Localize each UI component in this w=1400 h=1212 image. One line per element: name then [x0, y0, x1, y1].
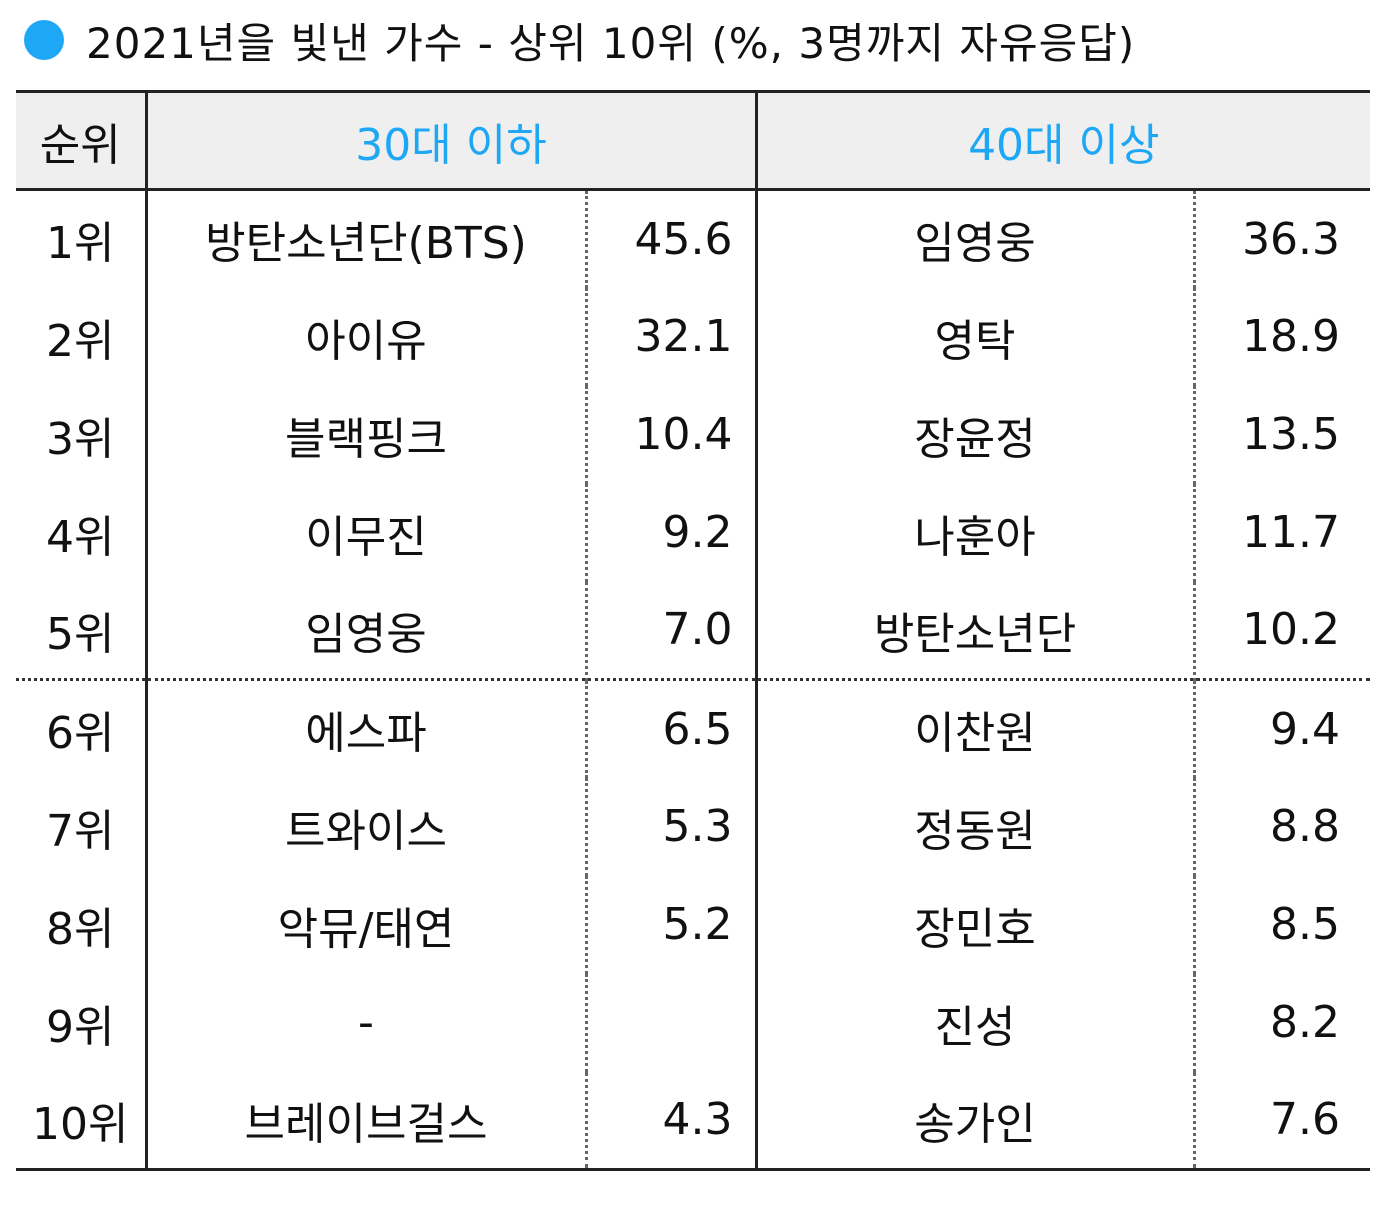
- singer-cell-group1: 임영웅: [305, 608, 427, 660]
- rank-cell: 5위: [16, 581, 148, 680]
- header-group-40s-and-over: 40대 이상: [756, 90, 1371, 191]
- table-row: 3위 블랙핑크 10.4 장윤정 13.5: [16, 385, 1371, 484]
- singer-cell-group2: 정동원: [914, 805, 1036, 857]
- table-row: 4위 이무진 9.2 나훈아 11.7: [16, 483, 1371, 582]
- singer-cell-group2: 진성: [934, 1001, 1016, 1053]
- table-row: 7위 트와이스 5.3 정동원 8.8: [16, 777, 1371, 876]
- percent-cell-group1: 6.5: [584, 678, 758, 778]
- percent-cell-group2: 8.8: [1192, 777, 1371, 876]
- percent-cell-group2: 13.5: [1192, 385, 1371, 484]
- table-row: 6위 에스파 6.5 이찬원 9.4: [16, 678, 1371, 778]
- percent-cell-group1: 10.4: [584, 385, 758, 484]
- singer-cell-group2: 임영웅: [914, 218, 1036, 270]
- percent-cell-group1: [584, 973, 758, 1072]
- header-group-30s-and-under: 30대 이하: [146, 90, 758, 191]
- ranking-table: 순위 30대 이하 40대 이상 1위 방탄소년단(BTS) 45.6 임영웅 …: [16, 90, 1371, 1171]
- percent-cell-group2: 7.6: [1192, 1071, 1371, 1171]
- rank-cell: 9위: [16, 973, 148, 1072]
- header-rank: 순위: [16, 90, 148, 191]
- rank-cell: 4위: [16, 483, 148, 582]
- table-row: 1위 방탄소년단(BTS) 45.6 임영웅 36.3: [16, 189, 1371, 288]
- page-title: 2021년을 빛낸 가수 - 상위 10위 (%, 3명까지 자유응답): [86, 18, 1136, 68]
- rank-cell: 8위: [16, 875, 148, 974]
- singer-cell-group2: 방탄소년단: [873, 608, 1077, 660]
- singer-cell-group2: 장민호: [914, 903, 1036, 955]
- table-row: 10위 브레이브걸스 4.3 송가인 7.6: [16, 1071, 1371, 1171]
- singer-cell-group1: 에스파: [146, 678, 586, 778]
- percent-cell-group2: 9.4: [1192, 678, 1371, 778]
- singer-cell-group1: -: [358, 997, 374, 1048]
- rank-cell: 7위: [16, 777, 148, 876]
- singer-cell-group1: 브레이브걸스: [146, 1071, 586, 1171]
- singer-cell-group2: 나훈아: [914, 511, 1036, 563]
- table-row: 8위 악뮤/태연 5.2 장민호 8.5: [16, 875, 1371, 974]
- singer-cell-group1: 아이유: [305, 315, 427, 367]
- rank-cell: 1위: [16, 189, 148, 288]
- percent-cell-group2: 36.3: [1192, 189, 1371, 288]
- percent-cell-group1: 7.0: [584, 581, 758, 680]
- singer-cell-group2: 이찬원: [756, 678, 1195, 778]
- singer-cell-group2: 영탁: [934, 315, 1016, 367]
- percent-cell-group1: 32.1: [584, 287, 758, 386]
- singer-cell-group1: 방탄소년단(BTS): [205, 218, 527, 270]
- rank-cell: 10위: [16, 1071, 148, 1171]
- singer-cell-group1: 블랙핑크: [285, 413, 447, 465]
- percent-cell-group2: 11.7: [1192, 483, 1371, 582]
- table-row: 9위 - 진성 8.2: [16, 973, 1371, 1072]
- title-row: 2021년을 빛낸 가수 - 상위 10위 (%, 3명까지 자유응답): [24, 8, 1135, 72]
- table-row: 2위 아이유 32.1 영탁 18.9: [16, 287, 1371, 386]
- percent-cell-group2: 8.2: [1192, 973, 1371, 1072]
- percent-cell-group1: 5.2: [584, 875, 758, 974]
- rank-cell: 3위: [16, 385, 148, 484]
- table-row: 5위 임영웅 7.0 방탄소년단 10.2: [16, 581, 1371, 680]
- percent-cell-group2: 8.5: [1192, 875, 1371, 974]
- percent-cell-group1: 9.2: [584, 483, 758, 582]
- percent-cell-group1: 45.6: [584, 189, 758, 288]
- percent-cell-group1: 4.3: [584, 1071, 758, 1171]
- rank-cell: 6위: [16, 678, 148, 778]
- singer-cell-group1: 트와이스: [285, 805, 447, 857]
- header-row: 순위 30대 이하 40대 이상: [16, 90, 1371, 191]
- singer-cell-group2: 장윤정: [914, 413, 1036, 465]
- percent-cell-group2: 10.2: [1192, 581, 1371, 680]
- percent-cell-group1: 5.3: [584, 777, 758, 876]
- rank-cell: 2위: [16, 287, 148, 386]
- singer-cell-group1: 이무진: [305, 511, 427, 563]
- singer-cell-group2: 송가인: [756, 1071, 1195, 1171]
- singer-cell-group1: 악뮤/태연: [277, 903, 455, 955]
- percent-cell-group2: 18.9: [1192, 287, 1371, 386]
- bullet-dot-icon: [24, 20, 64, 60]
